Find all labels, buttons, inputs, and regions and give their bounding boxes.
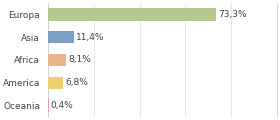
Bar <box>48 99 49 112</box>
Bar <box>48 77 63 89</box>
Bar <box>48 8 216 21</box>
Bar <box>48 54 66 66</box>
Text: 11,4%: 11,4% <box>76 33 104 42</box>
Text: 8,1%: 8,1% <box>68 55 91 64</box>
Text: 0,4%: 0,4% <box>51 101 73 110</box>
Text: 73,3%: 73,3% <box>218 10 246 19</box>
Text: 6,8%: 6,8% <box>65 78 88 87</box>
Bar <box>48 31 74 43</box>
